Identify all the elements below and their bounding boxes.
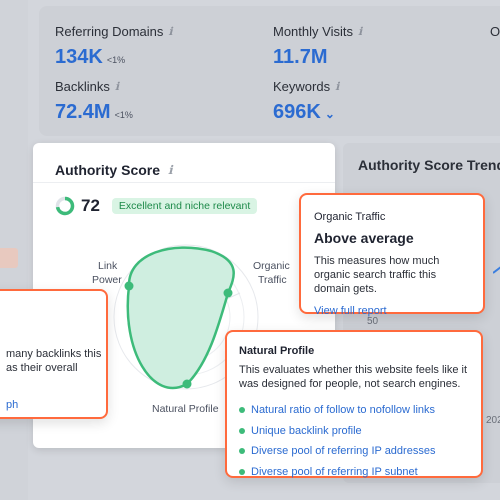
link-power-popover: many backlinks this as their overall ph (0, 289, 108, 419)
authority-radar-chart: Link Power Organic Traffic Natural Profi… (92, 244, 290, 415)
popover-subtitle: Organic Traffic (314, 211, 386, 223)
radar-label-power: Power (92, 274, 122, 286)
authority-score-value: 72 (81, 196, 100, 215)
radar-label-traffic: Traffic (258, 274, 287, 286)
bullet-dot-icon (239, 407, 245, 414)
metric-value[interactable]: 696K (273, 101, 321, 123)
metric-change: <1% (114, 110, 133, 120)
popover-subtitle: Natural Profile (239, 345, 315, 357)
left-accent (0, 248, 18, 268)
organic-traffic-popover: Organic Traffic Above average This measu… (299, 193, 485, 317)
natural-profile-point[interactable] (182, 379, 192, 389)
metric-backlinks[interactable]: Backlinks ℹ 72.4M <1% (55, 79, 133, 124)
metric-change: <1% (106, 55, 126, 65)
metric-referring-domains[interactable]: Referring Domains ℹ 134K <1% (55, 24, 173, 69)
criteria-label[interactable]: Diverse pool of referring IP addresses (251, 445, 436, 458)
bullet-dot-icon (239, 468, 245, 475)
criteria-item[interactable]: Diverse pool of referring IP addresses (239, 441, 469, 462)
criteria-label[interactable]: Natural ratio of follow to nofollow link… (251, 404, 436, 417)
criteria-item[interactable]: Diverse pool of referring IP subnet (239, 462, 469, 483)
natural-profile-popover: Natural Profile This evaluates whether t… (225, 330, 483, 478)
info-icon[interactable]: ℹ (168, 162, 173, 177)
radar-label-organic: Organic (253, 260, 290, 272)
popover-description: This evaluates whether this website feel… (239, 364, 468, 390)
metric-value[interactable]: 134K (55, 46, 103, 68)
criteria-item[interactable]: Unique backlink profile (239, 421, 469, 442)
criteria-list: Natural ratio of follow to nofollow link… (239, 400, 469, 482)
view-full-report-link[interactable]: View full report (314, 305, 387, 317)
radar-label-link: Link (98, 260, 118, 272)
metric-value[interactable]: 11.7M (273, 46, 328, 68)
info-icon[interactable]: ℹ (114, 81, 120, 93)
card-title: Authority Score (55, 161, 161, 178)
criteria-label[interactable]: Diverse pool of referring IP subnet (251, 465, 418, 478)
popover-heading: Above average (314, 230, 414, 246)
info-icon[interactable]: ℹ (168, 26, 173, 38)
trend-title: Authority Score Trend (358, 157, 500, 173)
metrics-panel: Referring Domains ℹ 134K <1% Backlinks ℹ 72… (39, 6, 500, 136)
trend-tick: 50 (367, 316, 379, 327)
popover-line: as their overall (6, 362, 78, 374)
score-badge: Excellent and niche relevant (111, 198, 258, 214)
trend-tick: 202 (486, 415, 500, 426)
metric-monthly-visits[interactable]: Monthly Visits ℹ 11.7M (273, 24, 362, 69)
info-icon[interactable]: ℹ (357, 26, 363, 38)
metric-label: O (490, 24, 500, 39)
metric-cut-off: O (490, 24, 500, 39)
radar-label-natural-profile: Natural Profile (152, 403, 219, 415)
bullet-dot-icon (239, 427, 245, 434)
popover-line: many backlinks this (6, 348, 102, 360)
criteria-label[interactable]: Unique backlink profile (251, 424, 362, 437)
metric-keywords[interactable]: Keywords ℹ 696K ⌄ (273, 79, 339, 124)
popover-link[interactable]: ph (6, 399, 19, 411)
metric-label: Keywords (273, 79, 331, 94)
metric-value[interactable]: 72.4M (55, 101, 111, 123)
trend-line (493, 266, 500, 274)
score-ring-icon (55, 196, 75, 216)
popover-description: This measures how much organic search tr… (314, 255, 440, 295)
bullet-dot-icon (239, 448, 245, 455)
metric-label: Referring Domains (55, 24, 164, 39)
info-icon[interactable]: ℹ (335, 81, 340, 93)
criteria-item[interactable]: Natural ratio of follow to nofollow link… (239, 400, 469, 421)
chevron-down-icon[interactable]: ⌄ (324, 107, 335, 121)
organic-traffic-point[interactable] (223, 288, 233, 298)
metric-label: Backlinks (55, 79, 110, 94)
popover-text: many backlinks this as their overall (6, 347, 101, 375)
metric-label: Monthly Visits (273, 24, 353, 39)
link-power-point[interactable] (124, 281, 134, 291)
